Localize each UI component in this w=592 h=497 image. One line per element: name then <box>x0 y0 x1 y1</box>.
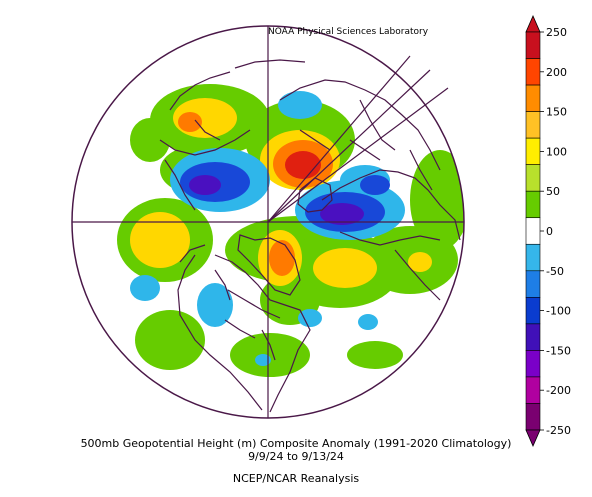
colorbar-tick-label: -150 <box>546 344 571 357</box>
colorbar-tick-label: 150 <box>546 106 567 119</box>
colorbar-cell <box>525 403 541 431</box>
colorbar-cell <box>525 190 541 219</box>
colorbar-ticks: 250 200 150 100 50 0 -50 -100 -150 -200 -250 <box>540 26 571 437</box>
colorbar-cell <box>525 111 541 139</box>
colorbar-cell <box>525 31 541 59</box>
caption-source: NCEP/NCAR Reanalysis <box>232 472 360 485</box>
colorbar-cell <box>525 243 541 272</box>
anomaly-shading <box>117 84 464 377</box>
colorbar-cell <box>525 376 541 404</box>
colorbar-tick-label: 250 <box>546 26 567 39</box>
positive-anomaly-200 <box>285 151 321 179</box>
colorbar-tick-label: 100 <box>546 145 567 158</box>
caption-dates: 9/9/24 to 9/13/24 <box>248 450 344 463</box>
colorbar-cell <box>525 217 541 245</box>
colorbar-cell <box>525 164 541 192</box>
colorbar-min-arrow <box>525 429 541 447</box>
credit-text: NOAA Physical Sciences Laboratory <box>268 27 429 37</box>
colorbar-max-arrow <box>525 15 541 33</box>
negative-anomaly-150 <box>189 175 364 225</box>
colorbar-tick-label: -200 <box>546 384 571 397</box>
colorbar-cell <box>525 84 541 112</box>
colorbar-cell <box>525 297 541 325</box>
colorbar-tick-label: 200 <box>546 66 567 79</box>
caption-title: 500mb Geopotential Height (m) Composite … <box>80 437 512 450</box>
colorbar-tick-label: -50 <box>546 265 564 278</box>
colorbar-tick-label: -100 <box>546 305 571 318</box>
colorbar-cell <box>525 270 541 298</box>
colorbar-cells <box>525 15 541 447</box>
colorbar: 250 200 150 100 50 0 -50 -100 -150 -200 -250 <box>525 15 571 447</box>
colorbar-cell <box>525 350 541 378</box>
colorbar-tick-label: 50 <box>546 185 560 198</box>
colorbar-cell <box>525 323 541 351</box>
colorbar-cell <box>525 58 541 86</box>
colorbar-cell <box>525 137 541 165</box>
coastlines <box>159 55 461 413</box>
colorbar-tick-label: 0 <box>546 225 553 238</box>
colorbar-tick-label: -250 <box>546 424 571 437</box>
